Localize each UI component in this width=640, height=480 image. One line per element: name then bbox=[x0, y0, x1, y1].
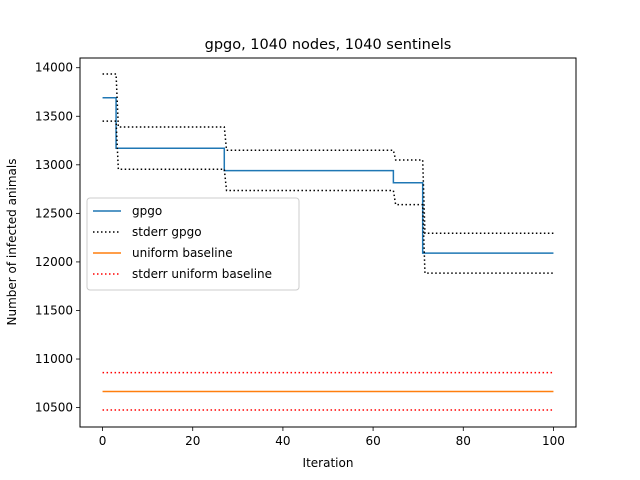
plot-lines bbox=[102, 73, 554, 411]
y-tick-label: 12500 bbox=[35, 206, 73, 220]
series-line-0 bbox=[102, 97, 554, 254]
x-tick-label: 60 bbox=[365, 434, 380, 448]
y-tick-label: 11500 bbox=[35, 303, 73, 317]
y-tick-label: 13500 bbox=[35, 109, 73, 123]
legend: gpgo stderr gpgo uniform baseline stderr un… bbox=[86, 197, 300, 291]
y-tick-label: 13000 bbox=[35, 158, 73, 172]
legend-label: gpgo bbox=[132, 204, 162, 218]
y-tick-label: 12000 bbox=[35, 255, 73, 269]
legend-label: uniform baseline bbox=[132, 246, 233, 260]
y-axis: 10500 11000 11500 12000 12500 13000 13500 14000 bbox=[35, 61, 80, 415]
x-axis-label: Iteration bbox=[303, 456, 354, 470]
x-tick-label: 20 bbox=[185, 434, 200, 448]
x-tick-label: 0 bbox=[99, 434, 107, 448]
y-tick-label: 10500 bbox=[35, 401, 73, 415]
legend-label: stderr uniform baseline bbox=[132, 267, 272, 281]
x-tick-label: 100 bbox=[542, 434, 565, 448]
y-tick-label: 14000 bbox=[35, 61, 73, 75]
series-line-2 bbox=[102, 120, 554, 274]
legend-box bbox=[86, 197, 300, 291]
chart-title: gpgo, 1040 nodes, 1040 sentinels bbox=[205, 37, 452, 53]
series-line-1 bbox=[102, 73, 554, 235]
plot-frame bbox=[79, 57, 577, 428]
y-tick-label: 11000 bbox=[35, 352, 73, 366]
y-axis-label: Number of infected animals bbox=[5, 159, 19, 326]
x-tick-label: 80 bbox=[456, 434, 471, 448]
legend-label: stderr gpgo bbox=[132, 225, 202, 239]
x-tick-label: 40 bbox=[275, 434, 290, 448]
x-axis: 0 20 40 60 80 100 bbox=[99, 427, 565, 448]
